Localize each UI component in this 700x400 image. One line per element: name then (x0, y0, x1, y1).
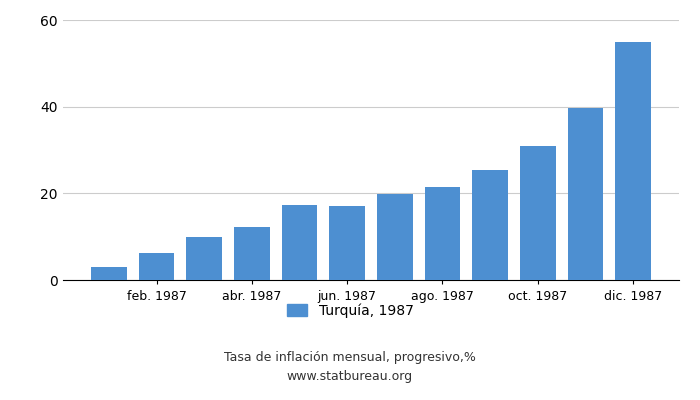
Legend: Turquía, 1987: Turquía, 1987 (281, 298, 419, 323)
Bar (329, 206, 365, 280)
Bar (473, 170, 508, 280)
Bar (91, 266, 127, 280)
Bar (568, 108, 603, 280)
Bar (615, 42, 651, 280)
Bar (234, 227, 270, 280)
Bar (186, 237, 222, 280)
Bar (520, 146, 556, 280)
Bar (425, 187, 461, 280)
Text: Tasa de inflación mensual, progresivo,%: Tasa de inflación mensual, progresivo,% (224, 352, 476, 364)
Bar (377, 194, 413, 280)
Bar (139, 253, 174, 280)
Bar (281, 206, 317, 280)
Text: www.statbureau.org: www.statbureau.org (287, 370, 413, 383)
